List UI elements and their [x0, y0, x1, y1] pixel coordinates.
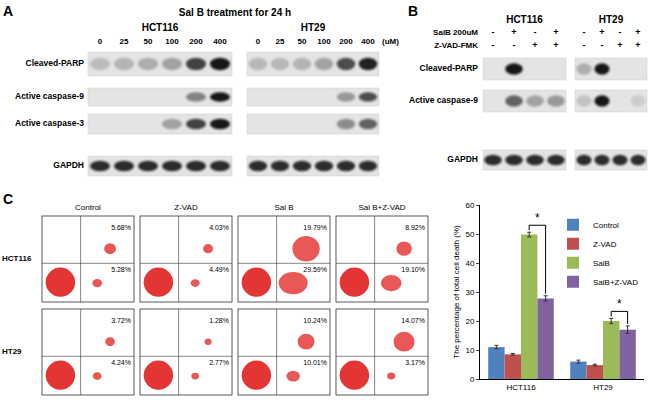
svg-text:Sal B+Z-VAD: Sal B+Z-VAD: [358, 203, 405, 212]
svg-text:A: A: [3, 3, 13, 19]
svg-text:+: +: [617, 40, 622, 50]
svg-text:Cleaved-PARP: Cleaved-PARP: [420, 63, 479, 73]
svg-text:Cleaved-PARP: Cleaved-PARP: [26, 58, 85, 68]
svg-text:4.03%: 4.03%: [209, 224, 229, 231]
svg-text:HCT116: HCT116: [2, 254, 32, 263]
svg-text:GAPDH: GAPDH: [447, 154, 478, 164]
svg-text:Sal B treatment for 24 h: Sal B treatment for 24 h: [179, 7, 291, 18]
svg-text:2.77%: 2.77%: [209, 359, 229, 366]
svg-text:HCT116: HCT116: [506, 14, 543, 25]
svg-text:5.68%: 5.68%: [111, 224, 131, 231]
svg-text:20: 20: [465, 317, 474, 326]
svg-text:400: 400: [361, 37, 375, 46]
svg-text:GAPDH: GAPDH: [53, 160, 84, 170]
svg-text:(uM): (uM): [382, 37, 399, 46]
svg-text:200: 200: [189, 37, 203, 46]
svg-text:Z-VAD-FMK: Z-VAD-FMK: [434, 41, 478, 50]
svg-text:SalB: SalB: [593, 259, 610, 268]
svg-text:SalB 200uM: SalB 200uM: [433, 28, 478, 37]
svg-text:-: -: [492, 27, 495, 37]
svg-text:25: 25: [276, 37, 285, 46]
svg-text:+: +: [532, 40, 537, 50]
svg-text:HT29: HT29: [593, 383, 613, 392]
svg-text:Sal B: Sal B: [274, 203, 293, 212]
svg-text:HT29: HT29: [599, 14, 624, 25]
svg-text:10: 10: [465, 346, 474, 355]
svg-text:1.28%: 1.28%: [209, 317, 229, 324]
svg-text:Control: Control: [75, 203, 101, 212]
svg-text:C: C: [3, 191, 13, 207]
svg-text:100: 100: [317, 37, 331, 46]
svg-text:+: +: [599, 27, 604, 37]
svg-text:0: 0: [470, 375, 475, 384]
svg-text:3.17%: 3.17%: [405, 359, 425, 366]
svg-text:HT29: HT29: [2, 347, 22, 356]
svg-text:+: +: [553, 27, 558, 37]
svg-text:0: 0: [98, 37, 103, 46]
svg-text:4.24%: 4.24%: [111, 359, 131, 366]
svg-text:The percentage of total cell d: The percentage of total cell death (%): [452, 225, 461, 359]
svg-text:40: 40: [465, 259, 474, 268]
svg-text:Control: Control: [593, 221, 619, 230]
svg-text:25: 25: [120, 37, 129, 46]
svg-text:5.28%: 5.28%: [111, 266, 131, 273]
svg-text:-: -: [583, 27, 586, 37]
svg-text:HT29: HT29: [301, 22, 326, 33]
svg-text:400: 400: [213, 37, 227, 46]
svg-text:14.07%: 14.07%: [401, 317, 425, 324]
svg-text:19.79%: 19.79%: [303, 224, 327, 231]
svg-text:100: 100: [165, 37, 179, 46]
svg-text:-: -: [619, 27, 622, 37]
svg-text:0: 0: [256, 37, 261, 46]
svg-text:-: -: [534, 27, 537, 37]
svg-text:*: *: [535, 211, 540, 225]
svg-text:HCT116: HCT116: [506, 383, 536, 392]
svg-text:*: *: [617, 297, 622, 311]
svg-text:Active caspase-3: Active caspase-3: [15, 118, 84, 128]
svg-text:Active caspase-9: Active caspase-9: [15, 91, 84, 101]
svg-text:+: +: [635, 27, 640, 37]
svg-text:8.92%: 8.92%: [405, 224, 425, 231]
svg-text:30: 30: [465, 288, 474, 297]
svg-text:Active caspase-9: Active caspase-9: [409, 95, 478, 105]
svg-text:4.49%: 4.49%: [209, 266, 229, 273]
svg-text:-: -: [492, 40, 495, 50]
svg-text:-: -: [601, 40, 604, 50]
svg-text:+: +: [511, 27, 516, 37]
svg-text:29.59%: 29.59%: [303, 266, 327, 273]
svg-text:19.10%: 19.10%: [401, 266, 425, 273]
svg-text:-: -: [513, 40, 516, 50]
svg-text:HCT116: HCT116: [142, 22, 179, 33]
svg-text:50: 50: [465, 230, 474, 239]
svg-text:-: -: [583, 40, 586, 50]
svg-text:Z-VAD: Z-VAD: [593, 240, 617, 249]
svg-text:Z-VAD: Z-VAD: [174, 203, 198, 212]
svg-text:60: 60: [465, 201, 474, 210]
svg-text:+: +: [635, 40, 640, 50]
svg-text:50: 50: [144, 37, 153, 46]
svg-text:10.24%: 10.24%: [303, 317, 327, 324]
svg-text:50: 50: [298, 37, 307, 46]
svg-text:3.72%: 3.72%: [111, 317, 131, 324]
svg-text:+: +: [553, 40, 558, 50]
svg-text:10.01%: 10.01%: [303, 359, 327, 366]
svg-text:SalB+Z-VAD: SalB+Z-VAD: [593, 278, 638, 287]
svg-text:B: B: [408, 3, 418, 19]
svg-text:200: 200: [339, 37, 353, 46]
